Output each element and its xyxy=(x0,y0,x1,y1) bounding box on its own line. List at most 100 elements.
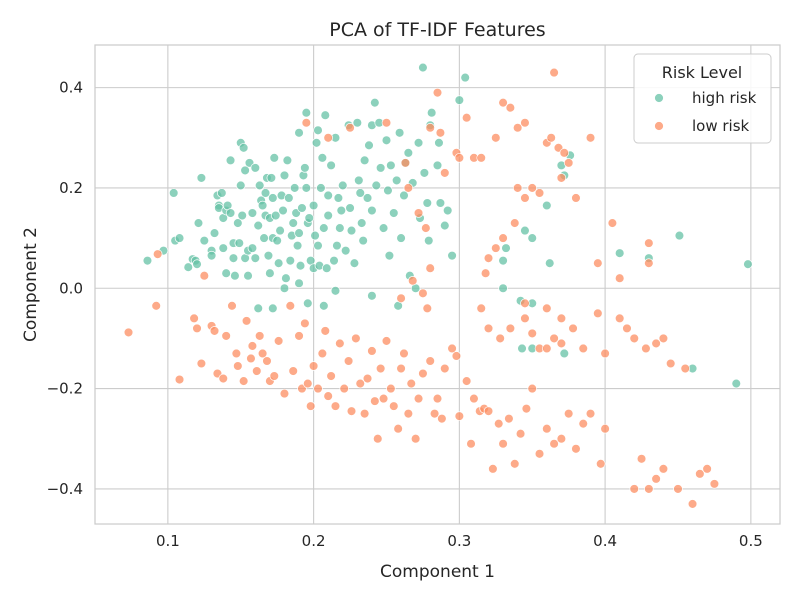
point-high-risk xyxy=(330,286,341,296)
point-high-risk xyxy=(383,185,393,196)
point-high-risk xyxy=(413,138,424,148)
point-low-risk xyxy=(440,168,450,178)
point-high-risk xyxy=(272,235,282,246)
point-high-risk xyxy=(319,223,329,233)
point-high-risk xyxy=(542,200,552,211)
point-low-risk xyxy=(425,123,435,133)
point-high-risk xyxy=(192,259,202,269)
point-high-risk xyxy=(389,208,399,218)
point-low-risk xyxy=(520,298,530,309)
point-high-risk xyxy=(440,220,450,231)
point-low-risk xyxy=(571,444,581,454)
point-high-risk xyxy=(240,165,250,176)
point-low-risk xyxy=(578,343,588,354)
point-low-risk xyxy=(151,301,161,311)
point-high-risk xyxy=(209,228,220,238)
point-high-risk xyxy=(378,223,389,233)
point-low-risk xyxy=(326,371,336,381)
point-low-risk xyxy=(509,459,520,469)
point-high-risk xyxy=(367,205,377,216)
point-high-risk xyxy=(316,183,326,193)
point-low-risk xyxy=(231,348,242,359)
point-high-risk xyxy=(310,230,320,241)
point-high-risk xyxy=(301,183,312,193)
point-high-risk xyxy=(253,220,263,231)
point-low-risk xyxy=(491,133,501,143)
point-low-risk xyxy=(644,238,654,248)
point-high-risk xyxy=(356,218,367,228)
point-low-risk xyxy=(546,133,556,143)
point-high-risk xyxy=(447,250,457,261)
point-low-risk xyxy=(174,374,185,385)
point-low-risk xyxy=(658,333,669,344)
point-low-risk xyxy=(498,438,508,449)
point-high-risk xyxy=(303,298,313,309)
point-high-risk xyxy=(418,62,428,73)
point-high-risk xyxy=(454,95,465,105)
point-low-risk xyxy=(665,358,676,369)
point-low-risk xyxy=(512,183,523,193)
point-low-risk xyxy=(527,183,537,193)
point-low-risk xyxy=(221,331,231,341)
point-low-risk xyxy=(702,464,712,474)
point-high-risk xyxy=(371,180,382,191)
point-high-risk xyxy=(281,273,291,283)
point-high-risk xyxy=(399,190,409,201)
point-high-risk xyxy=(308,200,319,211)
point-low-risk xyxy=(488,464,498,474)
point-low-risk xyxy=(476,153,486,163)
point-low-risk xyxy=(123,327,134,338)
point-low-risk xyxy=(254,331,265,341)
x-tick-label: 0.3 xyxy=(447,532,471,550)
point-low-risk xyxy=(413,393,424,404)
point-low-risk xyxy=(607,218,618,228)
point-high-risk xyxy=(396,233,406,243)
point-high-risk xyxy=(422,198,433,208)
point-low-risk xyxy=(629,484,640,494)
legend-label-high-risk: high risk xyxy=(692,89,757,107)
point-high-risk xyxy=(282,155,293,166)
point-low-risk xyxy=(469,393,479,404)
point-high-risk xyxy=(218,243,229,253)
point-high-risk xyxy=(338,180,348,191)
data-points xyxy=(123,62,753,509)
point-high-risk xyxy=(273,258,284,268)
point-low-risk xyxy=(375,363,386,374)
point-low-risk xyxy=(585,408,596,419)
point-low-risk xyxy=(351,333,361,344)
point-low-risk xyxy=(432,87,443,98)
point-low-risk xyxy=(614,313,625,324)
point-high-risk xyxy=(313,240,323,251)
point-high-risk xyxy=(292,240,303,251)
legend-title: Risk Level xyxy=(662,63,742,82)
point-low-risk xyxy=(335,338,345,349)
point-low-risk xyxy=(399,348,409,359)
point-low-risk xyxy=(381,336,392,346)
point-low-risk xyxy=(549,333,559,344)
point-high-risk xyxy=(394,128,405,138)
point-low-risk xyxy=(673,484,683,494)
point-low-risk xyxy=(403,183,414,193)
point-low-risk xyxy=(320,326,331,336)
point-low-risk xyxy=(421,223,431,233)
point-high-risk xyxy=(432,160,443,171)
point-high-risk xyxy=(731,378,742,389)
y-axis-label: Component 2 xyxy=(21,227,41,342)
x-tick-label: 0.2 xyxy=(302,532,326,550)
point-high-risk xyxy=(243,270,253,281)
point-low-risk xyxy=(407,275,418,286)
point-high-risk xyxy=(460,72,470,83)
point-high-risk xyxy=(250,253,261,263)
point-low-risk xyxy=(403,408,414,419)
point-low-risk xyxy=(269,371,280,381)
point-low-risk xyxy=(313,383,323,394)
point-high-risk xyxy=(235,180,246,191)
point-low-risk xyxy=(305,401,316,411)
point-high-risk xyxy=(279,170,290,181)
point-high-risk xyxy=(193,218,204,228)
point-high-risk xyxy=(329,255,339,266)
point-high-risk xyxy=(323,210,333,221)
x-tick-label: 0.1 xyxy=(156,532,180,550)
point-high-risk xyxy=(424,235,434,246)
point-high-risk xyxy=(301,107,312,118)
